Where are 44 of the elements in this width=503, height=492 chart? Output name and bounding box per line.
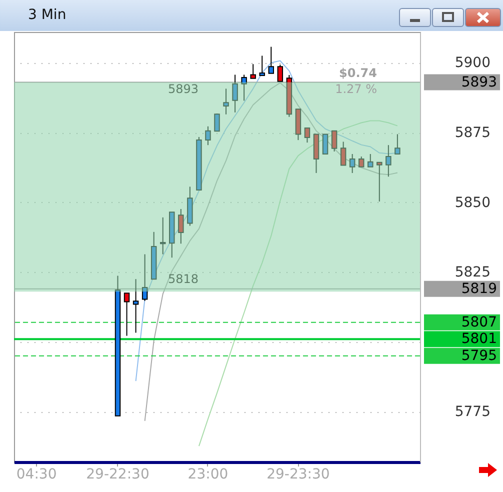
candlestick [214, 113, 220, 132]
candlestick [132, 278, 139, 334]
ref-line-label: 5893 [461, 74, 497, 90]
candlestick [340, 141, 346, 166]
ref-line-label: 5819 [461, 280, 497, 297]
candlestick [250, 64, 256, 79]
y-tick-label: 5900 [454, 55, 490, 72]
candlestick [368, 154, 374, 168]
annotation: 1.27 % [335, 82, 377, 96]
candlestick [259, 55, 265, 76]
x-tick-label: 23:00 [188, 466, 228, 482]
candlestick [205, 126, 211, 146]
line-series [198, 120, 398, 447]
x-tick-label: 29-23:30 [266, 466, 330, 482]
candlestick [277, 64, 284, 82]
candlestick [223, 88, 229, 115]
candlestick [358, 156, 364, 168]
annotation: 5893 [168, 82, 199, 96]
candlestick [304, 128, 310, 144]
candlestick [331, 130, 338, 152]
annotation: $0.74 [339, 66, 377, 80]
candlestick [160, 216, 166, 255]
x-tick-label: 04:30 [16, 466, 57, 482]
candlestick [178, 208, 184, 244]
ref-line-label: 5795 [461, 348, 497, 364]
candlestick [142, 254, 148, 302]
x-tick-label: 29-22:30 [86, 466, 150, 482]
candlestick [386, 144, 392, 178]
candlestick [232, 74, 238, 113]
candlestick [349, 154, 356, 174]
ref-line-label: 5801 [461, 331, 497, 348]
candlestick [322, 134, 328, 155]
candlestick [124, 292, 130, 336]
annotation: 5818 [168, 272, 199, 286]
y-tick-label: 5850 [454, 194, 490, 211]
y-tick-label: 5875 [454, 125, 490, 142]
ref-line-label: 5807 [461, 314, 497, 330]
candlestick [268, 46, 274, 74]
y-tick-label: 5775 [454, 404, 490, 420]
candlestick [394, 134, 400, 155]
candlestick [241, 74, 247, 102]
chart-title: 3 Min [28, 7, 66, 23]
y-tick-label: 5825 [454, 264, 490, 281]
candlestick [376, 162, 382, 202]
